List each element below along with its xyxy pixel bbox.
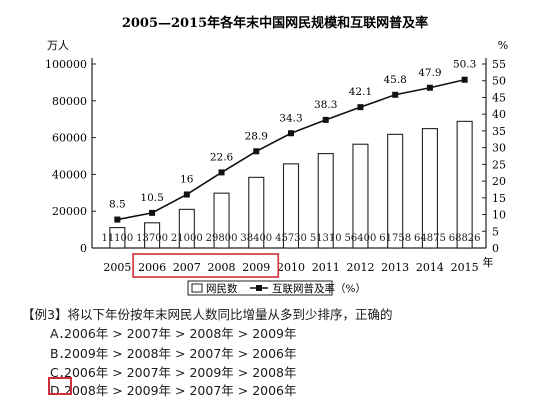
bar — [248, 176, 265, 249]
option-b[interactable]: B．2009年 > 2008年 > 2007年 > 2006年 — [50, 343, 297, 362]
bar — [178, 208, 195, 249]
left-axis-unit: 万人 — [47, 39, 69, 52]
x-tick-label: 2010 — [277, 261, 305, 274]
line-value-label: 38.3 — [314, 99, 337, 111]
left-tick-label: 80000 — [52, 95, 87, 108]
bar — [213, 192, 230, 249]
bar — [352, 143, 369, 249]
bar-value-label: 61758 — [379, 233, 411, 244]
x-tick-label: 2007 — [173, 261, 201, 274]
legend-line-marker — [256, 285, 262, 291]
x-tick-label: 2013 — [381, 261, 409, 274]
line-point — [392, 91, 399, 98]
line-value-label: 45.8 — [383, 74, 406, 86]
right-tick-label: 0 — [492, 242, 499, 255]
bar — [456, 120, 473, 249]
bar-value-label: 45730 — [275, 233, 307, 244]
line-value-label: 10.5 — [140, 192, 163, 204]
left-tick-label: 0 — [80, 242, 87, 255]
bar — [317, 153, 334, 249]
left-tick-label: 40000 — [52, 168, 87, 181]
bar-value-label: 38400 — [240, 233, 272, 244]
right-tick-label: 55 — [492, 58, 506, 71]
bar — [282, 163, 300, 249]
option-b-text: 2009年 > 2008年 > 2007年 > 2006年 — [64, 346, 297, 361]
x-tick-label: 2006 — [138, 261, 166, 274]
bar-value-label: 56400 — [345, 233, 377, 244]
legend-line-label: 互联网普及率（%） — [272, 282, 366, 295]
legend-bar-label: 网民数 — [206, 282, 238, 295]
option-a[interactable]: A．2006年 > 2007年 > 2008年 > 2009年 — [50, 323, 297, 342]
x-tick-label: 2012 — [346, 261, 374, 274]
x-tick-label: 2014 — [416, 261, 444, 274]
plot-area: 0 20000 40000 60000 80000 100000 0 5 10 15 20 25 30 3… — [45, 58, 506, 278]
option-a-letter: A． — [50, 326, 72, 341]
line-point — [357, 104, 364, 111]
left-tick-label: 60000 — [52, 132, 87, 145]
right-tick-label: 35 — [492, 125, 506, 138]
line-point — [114, 216, 121, 223]
line-value-label: 16 — [180, 173, 194, 185]
legend-bar-swatch — [191, 283, 203, 293]
line-point — [253, 148, 260, 155]
bar-value-label: 64875 — [414, 233, 446, 244]
bar — [109, 227, 126, 249]
x-tick-label: 2005 — [103, 261, 131, 274]
answer-highlight-box — [48, 377, 72, 395]
bar-value-label: 51310 — [310, 233, 342, 244]
bar-value-label: 11100 — [101, 233, 133, 244]
right-tick-label: 15 — [492, 192, 506, 205]
x-tick-label: 2011 — [312, 261, 340, 274]
line-value-label: 8.5 — [109, 199, 126, 211]
bar — [421, 128, 438, 249]
right-tick-label: 10 — [492, 209, 506, 222]
x-tick-label: 2008 — [208, 261, 236, 274]
line-value-label: 28.9 — [245, 130, 268, 142]
bar — [144, 222, 161, 249]
line-point — [149, 209, 156, 216]
left-tick-label: 20000 — [52, 205, 87, 218]
right-axis-unit: % — [498, 39, 508, 52]
option-c-text: 2006年 > 2007年 > 2009年 > 2008年 — [64, 365, 297, 380]
right-tick-label: 40 — [492, 108, 506, 121]
line-point — [183, 191, 190, 198]
x-tick-label: 2009 — [242, 261, 270, 274]
chart-title: 2005—2015年各年末中国网民规模和互联网普及率 — [122, 15, 428, 31]
right-tick-label: 5 — [492, 225, 499, 238]
bar — [387, 133, 404, 249]
line-value-label: 34.3 — [279, 112, 302, 124]
right-tick-label: 20 — [492, 175, 506, 188]
line-point — [426, 84, 433, 91]
right-tick-label: 25 — [492, 158, 506, 171]
line-value-label: 22.6 — [210, 151, 234, 163]
option-d-text: 2008年 > 2009年 > 2007年 > 2006年 — [64, 383, 297, 398]
right-tick-label: 30 — [492, 142, 506, 155]
line-point — [322, 116, 329, 123]
line-point — [288, 130, 294, 137]
bar-value-label: 68826 — [449, 233, 481, 244]
bar-value-label: 29800 — [206, 233, 238, 244]
line-value-label: 50.3 — [453, 59, 476, 71]
chart: 2005—2015年各年末中国网民规模和互联网普及率 万人 % 年 0 20000… — [45, 15, 508, 296]
highlight-box — [132, 253, 280, 278]
right-tick-label: 45 — [492, 91, 506, 104]
question-title: 【例3】将以下年份按年末网民人数同比增量从多到少排序，正确的 — [22, 307, 393, 322]
x-tick-label: 2015 — [451, 261, 479, 274]
left-tick-label: 100000 — [45, 58, 87, 71]
option-c[interactable]: C．2006年 > 2007年 > 2009年 > 2008年 — [50, 362, 297, 381]
legend: 网民数 互联网普及率（%） — [187, 280, 366, 296]
x-axis-unit: 年 — [483, 255, 494, 269]
bar-value-label: 13700 — [136, 233, 168, 244]
right-tick-label: 50 — [492, 75, 506, 88]
legend-frame — [187, 280, 333, 296]
bar-value-label: 21000 — [171, 233, 203, 244]
line-value-label: 42.1 — [349, 86, 372, 98]
option-a-text: 2006年 > 2007年 > 2008年 > 2009年 — [64, 326, 297, 341]
line-value-label: 47.9 — [418, 67, 441, 79]
line-point — [218, 169, 225, 176]
option-b-letter: B． — [50, 346, 72, 361]
line-point — [461, 76, 468, 83]
option-d[interactable]: D．2008年 > 2009年 > 2007年 > 2006年 — [50, 380, 297, 399]
